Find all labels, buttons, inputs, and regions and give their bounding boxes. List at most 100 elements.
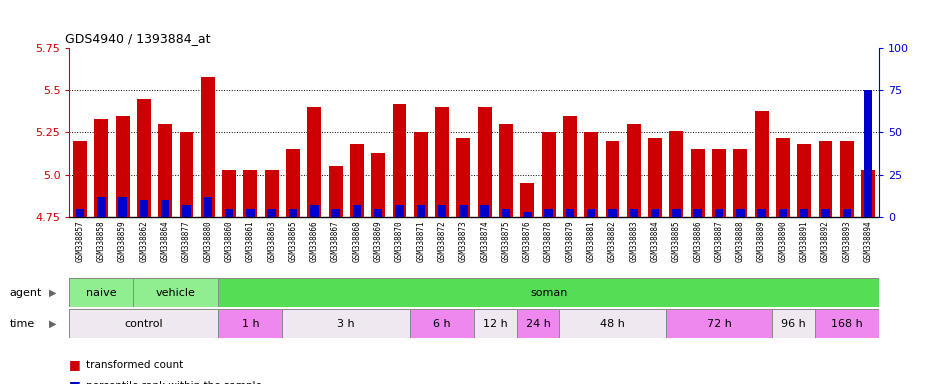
Bar <box>413 132 427 217</box>
Text: GSM338874: GSM338874 <box>480 220 489 262</box>
Text: GSM338864: GSM338864 <box>161 220 169 262</box>
Text: 96 h: 96 h <box>782 318 806 329</box>
Bar <box>392 104 406 217</box>
Bar <box>218 309 282 338</box>
Bar <box>218 278 879 307</box>
Text: GSM338859: GSM338859 <box>118 220 127 262</box>
Bar <box>861 170 875 217</box>
Text: GSM338876: GSM338876 <box>523 220 532 262</box>
Bar <box>542 132 556 217</box>
Text: 48 h: 48 h <box>600 318 625 329</box>
Bar <box>307 107 321 217</box>
Bar <box>566 209 574 217</box>
Bar <box>435 107 449 217</box>
Text: GSM338892: GSM338892 <box>821 220 830 262</box>
Bar <box>225 209 233 217</box>
Bar <box>691 149 705 217</box>
Bar <box>672 209 681 217</box>
Text: GSM338871: GSM338871 <box>416 220 426 262</box>
Text: GSM338865: GSM338865 <box>289 220 298 262</box>
Bar <box>374 209 382 217</box>
Bar <box>179 132 193 217</box>
Text: GSM338869: GSM338869 <box>374 220 383 262</box>
Bar <box>69 278 133 307</box>
Text: 168 h: 168 h <box>831 318 863 329</box>
Bar <box>395 205 404 217</box>
Bar <box>118 197 127 217</box>
Bar <box>666 309 772 338</box>
Bar <box>310 205 318 217</box>
Text: GSM338885: GSM338885 <box>672 220 681 262</box>
Text: GSM338862: GSM338862 <box>140 220 148 262</box>
Bar <box>523 212 532 217</box>
Text: GSM338884: GSM338884 <box>650 220 660 262</box>
Bar <box>246 209 254 217</box>
Text: GSM338857: GSM338857 <box>76 220 84 262</box>
Text: GSM338894: GSM338894 <box>864 220 872 262</box>
Bar <box>819 141 832 217</box>
Text: 72 h: 72 h <box>707 318 732 329</box>
Text: GSM338861: GSM338861 <box>246 220 255 262</box>
Text: 24 h: 24 h <box>525 318 550 329</box>
Text: GSM338891: GSM338891 <box>800 220 808 262</box>
Bar <box>286 149 300 217</box>
Bar <box>734 149 747 217</box>
Text: GSM338875: GSM338875 <box>501 220 511 262</box>
Text: GSM338878: GSM338878 <box>544 220 553 262</box>
Text: GSM338877: GSM338877 <box>182 220 191 262</box>
Bar <box>712 149 726 217</box>
Text: control: control <box>125 318 163 329</box>
Bar <box>585 132 598 217</box>
Text: transformed count: transformed count <box>86 360 183 370</box>
Text: GDS4940 / 1393884_at: GDS4940 / 1393884_at <box>66 32 211 45</box>
Bar <box>76 209 84 217</box>
Bar <box>371 153 385 217</box>
Bar <box>438 205 447 217</box>
Text: GSM338879: GSM338879 <box>565 220 574 262</box>
Bar <box>265 170 278 217</box>
Text: 12 h: 12 h <box>483 318 508 329</box>
Bar <box>821 209 830 217</box>
Bar <box>331 209 339 217</box>
Text: percentile rank within the sample: percentile rank within the sample <box>86 381 262 384</box>
Bar <box>630 209 638 217</box>
Bar <box>204 197 212 217</box>
Text: GSM338868: GSM338868 <box>352 220 362 262</box>
Bar <box>517 309 560 338</box>
Text: GSM338858: GSM338858 <box>97 220 105 262</box>
Text: GSM338866: GSM338866 <box>310 220 319 262</box>
Bar <box>158 124 172 217</box>
Bar <box>201 77 215 217</box>
Bar <box>651 209 660 217</box>
Bar <box>137 99 151 217</box>
Text: GSM338886: GSM338886 <box>693 220 702 262</box>
Bar <box>73 141 87 217</box>
Bar <box>459 205 468 217</box>
Bar <box>94 119 108 217</box>
Bar <box>606 141 620 217</box>
Bar <box>97 197 105 217</box>
Bar <box>352 205 361 217</box>
Bar <box>350 144 364 217</box>
Bar <box>243 170 257 217</box>
Bar <box>815 309 879 338</box>
Bar <box>715 209 723 217</box>
Bar <box>222 170 236 217</box>
Bar <box>843 209 851 217</box>
Bar <box>116 116 130 217</box>
Bar <box>182 205 191 217</box>
Bar <box>776 137 790 217</box>
Bar <box>587 209 596 217</box>
Bar <box>840 141 854 217</box>
Bar <box>478 107 491 217</box>
Bar <box>560 309 666 338</box>
Text: GSM338887: GSM338887 <box>714 220 723 262</box>
Bar <box>500 124 513 217</box>
Bar <box>736 209 745 217</box>
Text: soman: soman <box>530 288 567 298</box>
Bar <box>410 309 474 338</box>
Text: ■: ■ <box>69 379 81 384</box>
Bar <box>501 209 511 217</box>
Bar <box>328 166 342 217</box>
Bar <box>779 209 787 217</box>
